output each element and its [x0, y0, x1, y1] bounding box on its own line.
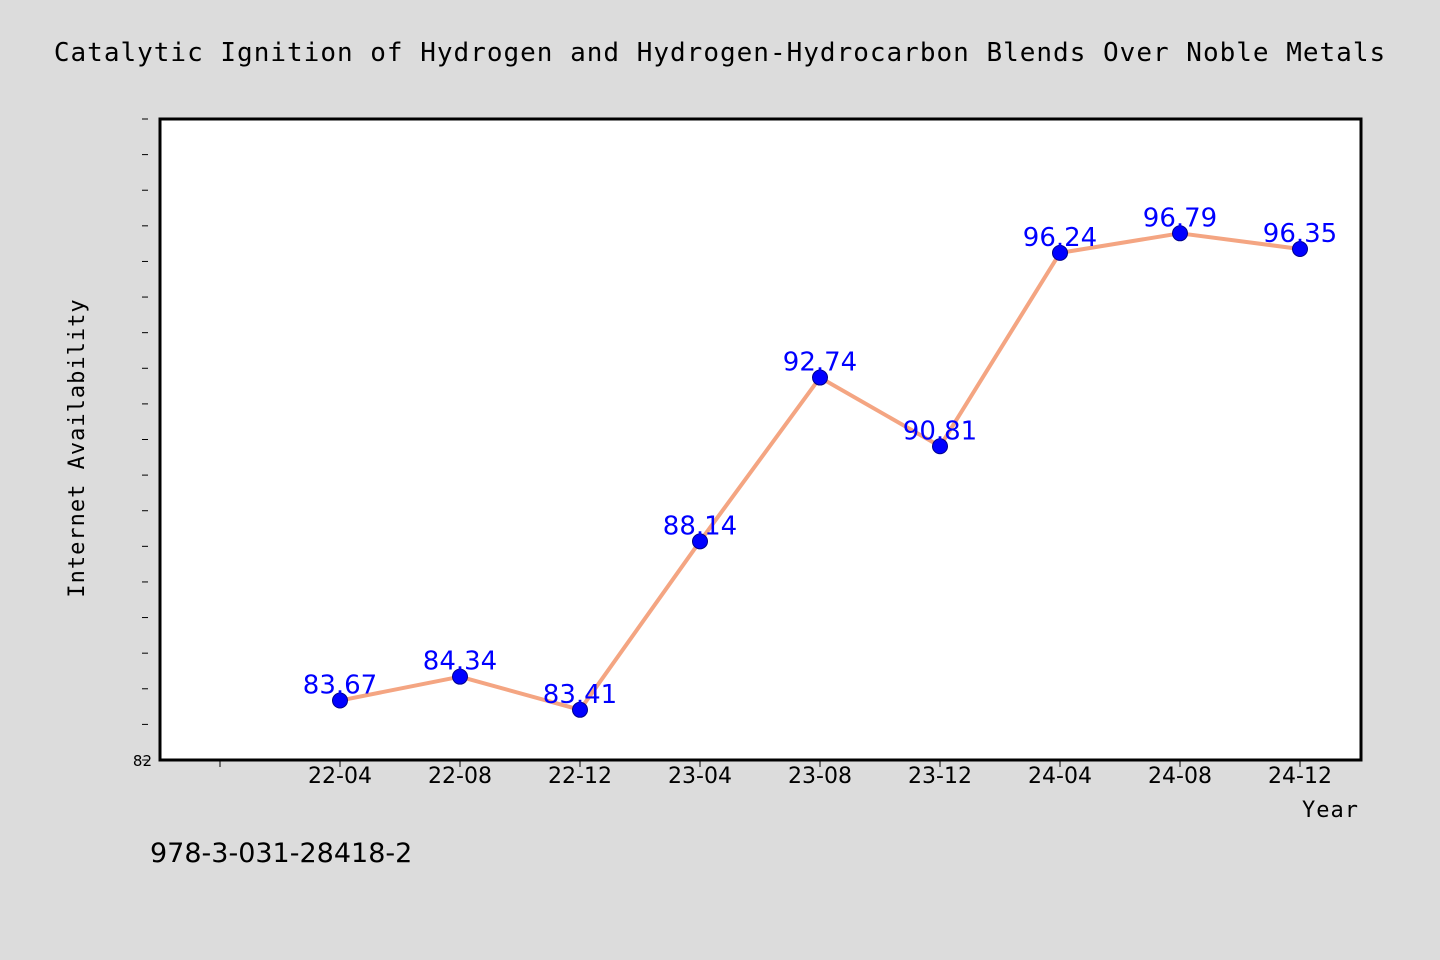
- data-point: [332, 692, 348, 709]
- data-point: [1052, 244, 1068, 261]
- data-point: [812, 369, 828, 386]
- plot-area: [158, 117, 1363, 762]
- x-tick-label: 22-12: [548, 764, 612, 789]
- data-label: 96.24: [1023, 223, 1097, 253]
- data-point: [692, 533, 708, 550]
- data-point: [572, 701, 588, 718]
- x-tick-label: 24-12: [1268, 764, 1332, 789]
- data-point: [1172, 225, 1188, 242]
- chart-title: Catalytic Ignition of Hydrogen and Hydro…: [54, 38, 1386, 68]
- data-point: [1292, 240, 1308, 257]
- x-tick-label: 24-08: [1148, 764, 1212, 789]
- x-tick-label: 23-08: [788, 764, 852, 789]
- x-tick-label: 22-04: [308, 764, 372, 789]
- data-label: 92.74: [783, 348, 857, 378]
- x-tick-label: 23-12: [908, 764, 972, 789]
- x-tick-label: 24-04: [1028, 764, 1092, 789]
- data-label: 83.41: [543, 680, 617, 710]
- data-label: 84.34: [423, 647, 497, 677]
- y-axis-ticks: [142, 118, 148, 761]
- series-points-group: [332, 225, 1308, 718]
- data-label: 96.35: [1263, 219, 1337, 249]
- x-axis-ticks: 22-04 22-08 22-12 23-04 23-08 23-12 24-04 24-08…: [219, 761, 1332, 789]
- data-label: 90.81: [903, 416, 977, 446]
- x-tick-label: 23-04: [668, 764, 732, 789]
- x-tick-label: 22-08: [428, 764, 492, 789]
- data-labels-group: 83.67 84.34 83.41 88.14 92.74 90.81 96.24 96.79…: [303, 203, 1337, 709]
- data-point: [932, 438, 948, 455]
- data-point: [452, 668, 468, 685]
- footnote-isbn: 978-3-031-28418-2: [150, 838, 412, 869]
- y-tick-label: 82: [133, 752, 152, 770]
- data-label: 88.14: [663, 511, 737, 541]
- data-label: 83.67: [303, 671, 377, 701]
- x-axis-label: Year: [1302, 798, 1359, 823]
- y-axis-label: Internet Availability: [65, 298, 90, 597]
- data-label: 96.79: [1143, 203, 1217, 233]
